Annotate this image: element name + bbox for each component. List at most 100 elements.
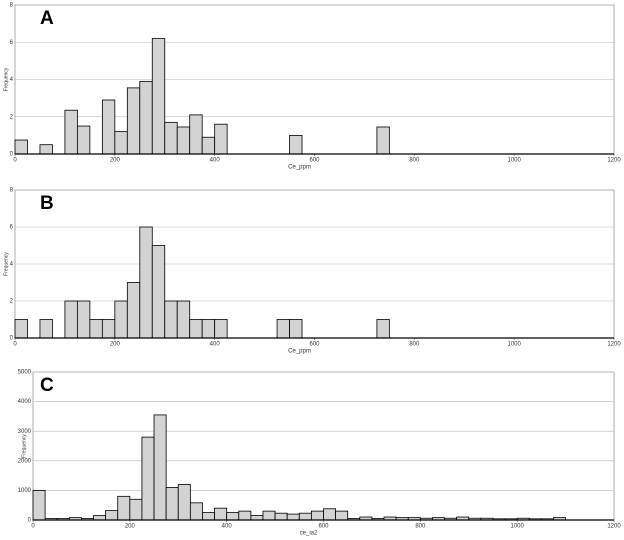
bar bbox=[376, 319, 390, 339]
bar bbox=[335, 510, 349, 521]
bar bbox=[226, 512, 240, 521]
y-tick-label: 6 bbox=[10, 40, 14, 46]
x-tick-label: 200 bbox=[125, 524, 136, 530]
bar bbox=[310, 510, 324, 521]
y-tick-label: 5000 bbox=[18, 370, 32, 376]
x-tick-label: 0 bbox=[31, 524, 35, 530]
bar bbox=[114, 131, 128, 155]
x-tick-label: 0 bbox=[13, 158, 17, 164]
y-tick-label: 8 bbox=[10, 3, 14, 9]
bar bbox=[276, 319, 290, 339]
bar bbox=[176, 300, 191, 339]
panel-title: A bbox=[40, 8, 54, 29]
panel-title: B bbox=[40, 193, 54, 214]
x-tick-label: 800 bbox=[409, 158, 420, 164]
y-axis-label: Frequency bbox=[21, 434, 27, 458]
bar bbox=[93, 515, 107, 521]
bar bbox=[201, 136, 216, 155]
y-tick-label: 1000 bbox=[18, 488, 32, 494]
bar bbox=[126, 87, 141, 155]
bar bbox=[129, 498, 143, 521]
y-tick-label: 3000 bbox=[18, 429, 32, 435]
y-tick-label: 4 bbox=[10, 262, 14, 268]
y-tick-label: 8 bbox=[10, 188, 14, 194]
bar bbox=[139, 80, 153, 155]
y-axis-label: Frequency bbox=[3, 252, 9, 276]
bar bbox=[139, 226, 153, 339]
bar bbox=[202, 512, 215, 521]
bar bbox=[238, 510, 252, 521]
bar bbox=[14, 319, 28, 339]
bar bbox=[323, 508, 337, 521]
bar bbox=[32, 489, 46, 521]
bar bbox=[289, 134, 303, 155]
x-tick-label: 600 bbox=[318, 524, 329, 530]
panel-title: C bbox=[40, 375, 54, 396]
bar bbox=[176, 126, 191, 155]
bar bbox=[117, 495, 131, 521]
bar bbox=[214, 507, 228, 521]
y-axis-label: Frequency bbox=[3, 67, 9, 91]
bar bbox=[177, 484, 191, 521]
y-tick-label: 2 bbox=[10, 114, 14, 120]
plot-area bbox=[32, 371, 615, 521]
bar bbox=[151, 38, 166, 155]
bar bbox=[164, 121, 178, 155]
bar bbox=[250, 515, 264, 521]
bar bbox=[39, 144, 53, 155]
x-tick-label: 800 bbox=[415, 524, 426, 530]
bar bbox=[105, 510, 119, 521]
bar bbox=[141, 436, 155, 521]
bar bbox=[164, 300, 178, 339]
x-tick-label: 1000 bbox=[507, 158, 521, 164]
x-axis-label: ce_ia2 bbox=[300, 531, 318, 537]
bar bbox=[151, 245, 166, 339]
x-tick-label: 1000 bbox=[507, 342, 521, 348]
x-tick-label: 0 bbox=[13, 342, 17, 348]
y-tick-label: 0 bbox=[10, 152, 14, 158]
bar bbox=[64, 300, 78, 339]
bar bbox=[114, 300, 128, 339]
bar bbox=[298, 512, 312, 521]
bar bbox=[14, 139, 28, 155]
x-tick-label: 800 bbox=[409, 342, 420, 348]
x-axis-label: Ce_ppm bbox=[288, 165, 311, 171]
bar bbox=[76, 300, 91, 339]
x-tick-label: 1200 bbox=[607, 524, 621, 530]
bar bbox=[64, 109, 78, 155]
x-tick-label: 400 bbox=[210, 158, 221, 164]
bar bbox=[189, 502, 203, 521]
x-axis-label: Ce_ppm bbox=[288, 349, 311, 355]
bar bbox=[201, 319, 216, 339]
x-tick-label: 200 bbox=[110, 342, 121, 348]
x-tick-label: 400 bbox=[210, 342, 221, 348]
bar bbox=[165, 487, 179, 521]
y-tick-label: 0 bbox=[10, 336, 14, 342]
bar bbox=[76, 125, 91, 155]
bar bbox=[289, 319, 303, 339]
bar bbox=[89, 319, 103, 339]
bar bbox=[262, 510, 276, 521]
bar bbox=[189, 319, 203, 339]
bar bbox=[214, 319, 228, 339]
y-tick-label: 4 bbox=[10, 77, 14, 83]
x-tick-label: 1200 bbox=[607, 342, 621, 348]
bar bbox=[39, 319, 53, 339]
y-tick-label: 2000 bbox=[18, 458, 32, 464]
bar bbox=[189, 114, 203, 155]
bar bbox=[101, 99, 116, 155]
x-tick-label: 600 bbox=[309, 342, 320, 348]
y-tick-label: 4000 bbox=[18, 399, 32, 405]
y-tick-label: 2 bbox=[10, 299, 14, 305]
y-tick-label: 0 bbox=[28, 518, 32, 524]
y-tick-label: 6 bbox=[10, 225, 14, 231]
bar bbox=[286, 513, 300, 521]
x-tick-label: 1000 bbox=[510, 524, 524, 530]
bar bbox=[153, 414, 167, 521]
bar bbox=[126, 282, 141, 339]
x-tick-label: 400 bbox=[222, 524, 233, 530]
x-tick-label: 200 bbox=[110, 158, 121, 164]
x-tick-label: 1200 bbox=[607, 158, 621, 164]
bar bbox=[274, 512, 288, 521]
